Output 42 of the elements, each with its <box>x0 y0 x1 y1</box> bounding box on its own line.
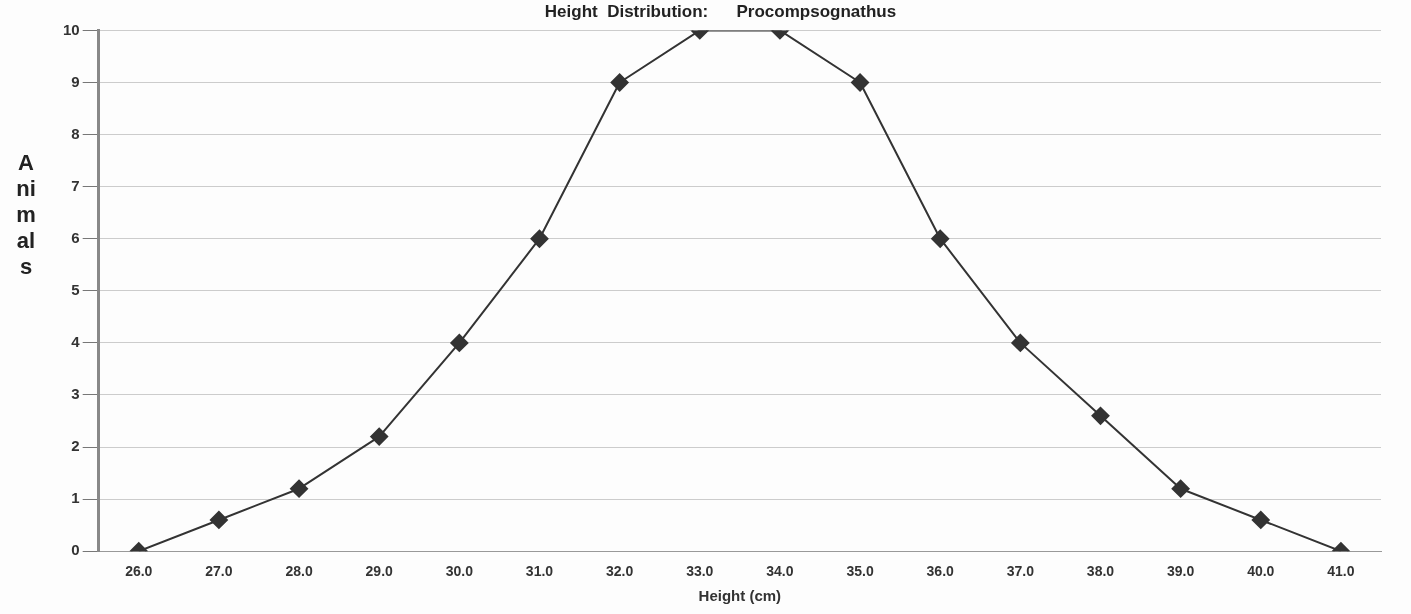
y-axis-title: Animals <box>15 150 37 280</box>
y-tick-label: 9 <box>71 72 80 90</box>
x-tick-label: 41.0 <box>1327 563 1355 580</box>
x-tick-label: 29.0 <box>365 563 394 580</box>
x-tick-label: 36.0 <box>926 563 955 580</box>
point <box>1251 510 1270 529</box>
y-tick-label: 4 <box>71 333 81 351</box>
x-tick-label: 30.0 <box>445 563 474 580</box>
x-tick-label: 37.0 <box>1006 563 1035 580</box>
point <box>931 229 950 248</box>
point <box>450 333 469 352</box>
y-tick-label: 6 <box>71 228 80 246</box>
point <box>370 427 389 446</box>
x-tick-label: 32.0 <box>606 563 634 580</box>
point <box>851 73 870 92</box>
x-tick-label: 34.0 <box>766 563 794 580</box>
point <box>530 229 549 248</box>
y-tick-label: 2 <box>71 437 80 455</box>
point <box>1171 479 1190 498</box>
x-tick-label: 35.0 <box>846 563 874 580</box>
x-tick-label: 38.0 <box>1086 563 1115 580</box>
y-tick-label: 8 <box>71 124 80 142</box>
x-tick-label: 31.0 <box>525 563 554 580</box>
y-tick-label: 3 <box>71 385 80 403</box>
chart-title: Height Distribution: Procompsognathus <box>544 1 897 21</box>
y-tick-label: 1 <box>71 489 80 507</box>
y-tick-label: 5 <box>71 280 80 298</box>
y-tick-label: 10 <box>63 20 80 38</box>
x-tick-label: 28.0 <box>285 563 313 580</box>
point <box>1091 406 1110 425</box>
y-tick-label: 7 <box>71 176 80 194</box>
x-tick-label: 39.0 <box>1167 563 1195 580</box>
point <box>610 73 629 92</box>
y-tick-label: 0 <box>71 541 80 559</box>
point <box>209 510 228 529</box>
point <box>1011 333 1030 352</box>
x-tick-label: 27.0 <box>205 563 233 580</box>
x-tick-label: 40.0 <box>1247 563 1275 580</box>
point <box>290 479 309 498</box>
x-tick-label: 33.0 <box>686 563 714 580</box>
x-axis-title: Height (cm) <box>698 587 782 605</box>
x-tick-label: 26.0 <box>125 563 153 580</box>
